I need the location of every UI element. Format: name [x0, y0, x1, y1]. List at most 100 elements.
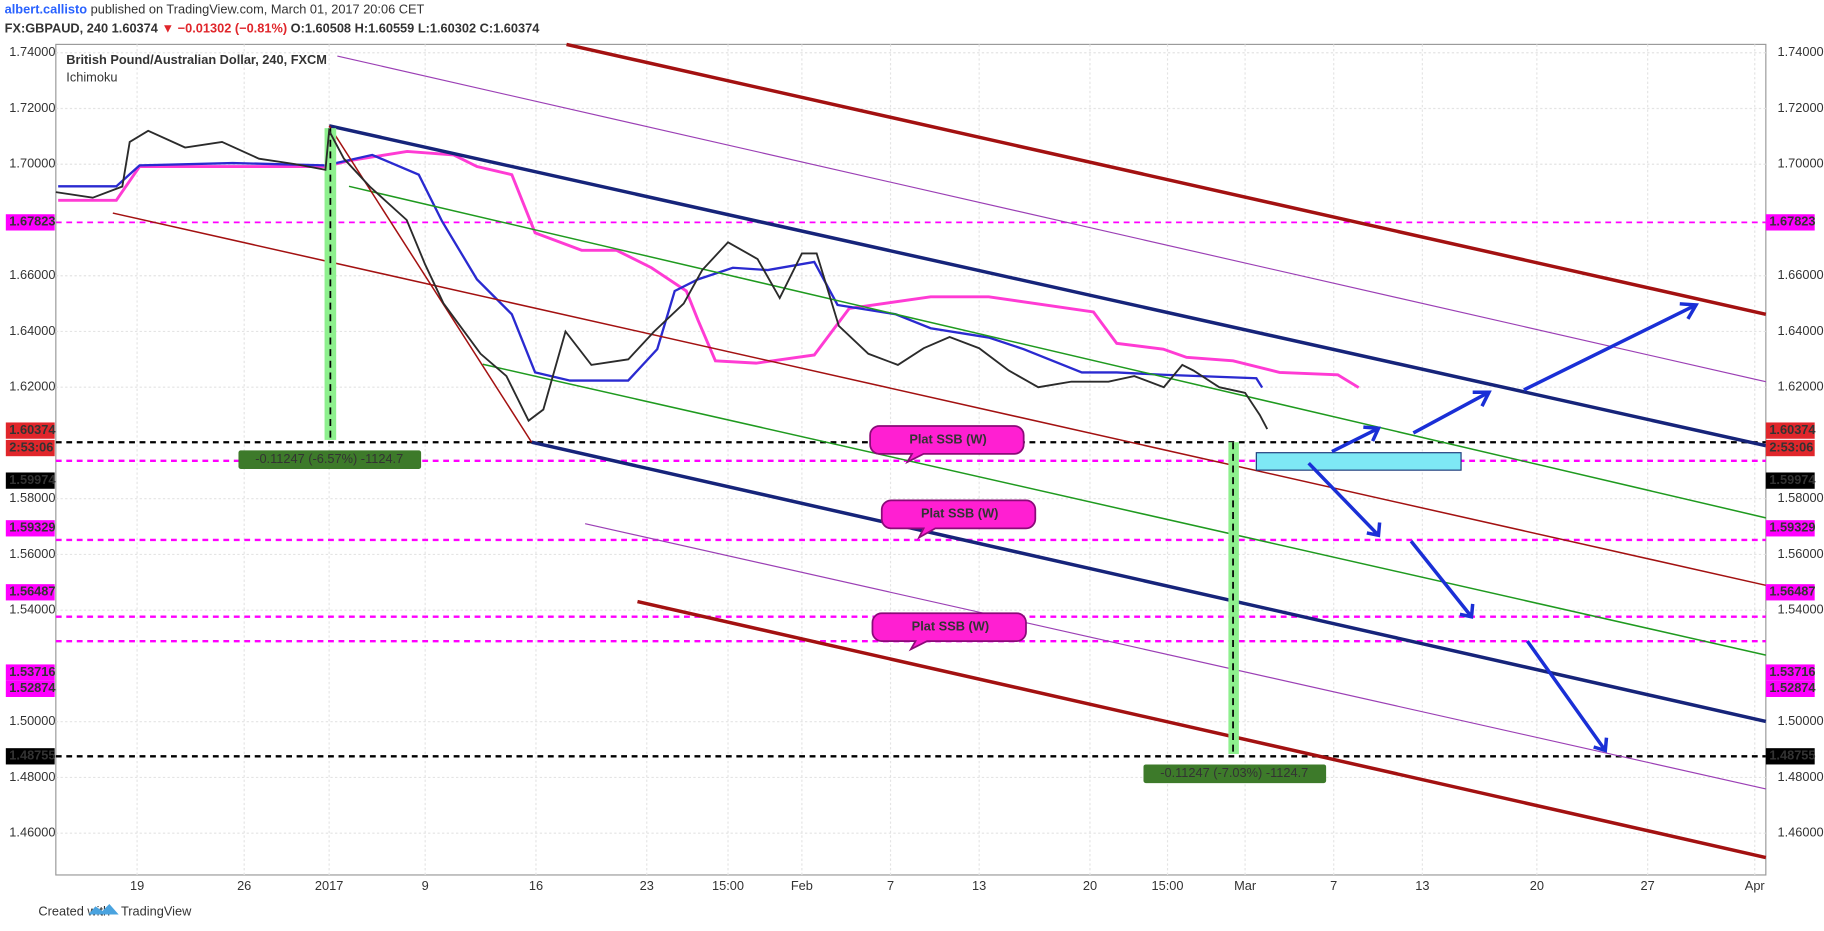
- price-label-left: 1.52874: [9, 680, 56, 695]
- y-tick-label: 1.48000: [1777, 769, 1823, 784]
- price-label-right-bg: [1765, 520, 1815, 537]
- price-label-right: 1.53716: [1769, 664, 1815, 679]
- price-label-left: 1.60374: [9, 422, 56, 437]
- trendline: [531, 440, 1767, 724]
- x-tick-label: 9: [422, 878, 429, 893]
- y-tick-label: 1.72000: [9, 100, 55, 115]
- arrow: [1523, 302, 1699, 392]
- price-label-right: 2:53:06: [1769, 439, 1813, 454]
- price-label-left-bg: [5, 472, 55, 489]
- price-label-left-bg: [5, 748, 55, 765]
- y-tick-label: 1.58000: [1777, 490, 1823, 505]
- price-label-right-bg: [1765, 664, 1815, 681]
- x-tick-label: 15:00: [1152, 878, 1184, 893]
- arrow: [1409, 540, 1475, 619]
- price-label-right-bg: [1765, 422, 1815, 439]
- x-tick-label: 2017: [315, 878, 343, 893]
- x-tick-label: 16: [529, 878, 543, 893]
- y-tick-label: 1.64000: [1777, 323, 1823, 338]
- y-tick-label: 1.62000: [9, 379, 55, 394]
- x-tick-label: Apr: [1745, 878, 1766, 893]
- arrows: [1307, 302, 1699, 753]
- price-label-left: 1.56487: [9, 584, 55, 599]
- x-tick-label: 23: [640, 878, 654, 893]
- price-label-right-bg: [1765, 472, 1815, 489]
- trendlines: [112, 42, 1767, 860]
- price-label-left-bg: [5, 422, 55, 439]
- level-lines: [55, 221, 1766, 758]
- x-tick-label: 15:00: [712, 878, 744, 893]
- callout-text: Plat SSB (W): [909, 431, 986, 446]
- y-tick-label: 1.46000: [1777, 825, 1823, 840]
- price-label-right-bg: [1765, 584, 1815, 601]
- price-series: [55, 127, 1269, 430]
- callout-text: Plat SSB (W): [912, 619, 989, 634]
- y-tick-label: 1.46000: [9, 825, 55, 840]
- brand-logo: [88, 904, 119, 915]
- arrow: [1525, 640, 1609, 753]
- y-tick-label: 1.70000: [9, 156, 55, 171]
- callout-bubble: [880, 499, 1037, 540]
- price-label-right-bg: [1765, 214, 1815, 231]
- footer-brand[interactable]: TradingView: [121, 904, 192, 919]
- price-label-left: 1.48755: [9, 748, 55, 763]
- price-label-left: 1.59329: [9, 520, 55, 535]
- price-label-right: 1.56487: [1769, 584, 1815, 599]
- y-tick-label: 1.74000: [1777, 44, 1823, 59]
- price-label-right: 1.60374: [1769, 422, 1816, 437]
- x-tick-label: 13: [1415, 878, 1429, 893]
- price-label-right: 1.59974: [1769, 472, 1816, 487]
- y-tick-label: 1.50000: [9, 713, 55, 728]
- price-label-left-bg: [5, 214, 55, 231]
- trendline: [566, 42, 1767, 316]
- trendline: [584, 523, 1766, 790]
- annotations: Plat SSB (W) Plat SSB (W) Plat SSB (W) -0.1…: [238, 425, 1327, 784]
- x-tick-label: 20: [1530, 878, 1544, 893]
- axes: 1.46000 1.46000 1.48000 1.48000 1.50000 1.500…: [5, 44, 1824, 893]
- price-label-left-bg: [5, 664, 55, 681]
- x-tick-label: 20: [1083, 878, 1097, 893]
- x-tick-label: 7: [1330, 878, 1337, 893]
- x-tick-label: 7: [887, 878, 894, 893]
- y-tick-label: 1.56000: [9, 546, 55, 561]
- x-tick-label: 26: [237, 878, 251, 893]
- price-label-left-bg: [5, 680, 55, 697]
- y-tick-label: 1.70000: [1777, 156, 1823, 171]
- ichimoku-kijun: [58, 153, 1264, 389]
- trendline: [637, 599, 1767, 860]
- measure-box: [1143, 764, 1327, 784]
- measure-box: [238, 450, 422, 469]
- price-label-right-bg: [1765, 680, 1815, 697]
- y-tick-label: 1.66000: [9, 267, 55, 282]
- header-line: albert.callisto published on TradingView…: [5, 2, 425, 17]
- footer-prefix: Created with: [38, 904, 110, 919]
- price-label-right: 1.48755: [1769, 748, 1815, 763]
- last-price: 1.60374: [112, 21, 159, 36]
- ohlc: O:1.60508 H:1.60559 L:1.60302 C:1.60374: [291, 21, 541, 36]
- author[interactable]: albert.callisto: [5, 2, 88, 17]
- price-label-left: 1.59974: [9, 472, 56, 487]
- y-tick-label: 1.48000: [9, 769, 55, 784]
- y-tick-label: 1.56000: [1777, 546, 1823, 561]
- trendline: [112, 212, 1767, 587]
- published: published on TradingView.com, March 01, …: [87, 2, 424, 17]
- price-label-left: 1.67823: [9, 214, 55, 229]
- y-tick-label: 1.62000: [1777, 379, 1823, 394]
- y-tick-label: 1.54000: [1777, 602, 1823, 617]
- x-tick-label: Mar: [1234, 878, 1257, 893]
- price-label-left-bg: [5, 439, 55, 457]
- y-tick-label: 1.66000: [1777, 267, 1823, 282]
- price-line: [55, 127, 1269, 430]
- ichimoku-span: [58, 149, 1360, 389]
- x-tick-label: 19: [130, 878, 144, 893]
- trendline: [348, 185, 1767, 519]
- trendline: [337, 55, 1766, 383]
- arrow: [1331, 425, 1382, 454]
- x-tick-label: 13: [972, 878, 986, 893]
- measure-text: -0.11247 (-6.57%) -1124.7: [255, 451, 403, 466]
- price-label-right-bg: [1765, 748, 1815, 765]
- measure-bars: [324, 128, 1239, 754]
- chart-subtitle: Ichimoku: [66, 70, 117, 85]
